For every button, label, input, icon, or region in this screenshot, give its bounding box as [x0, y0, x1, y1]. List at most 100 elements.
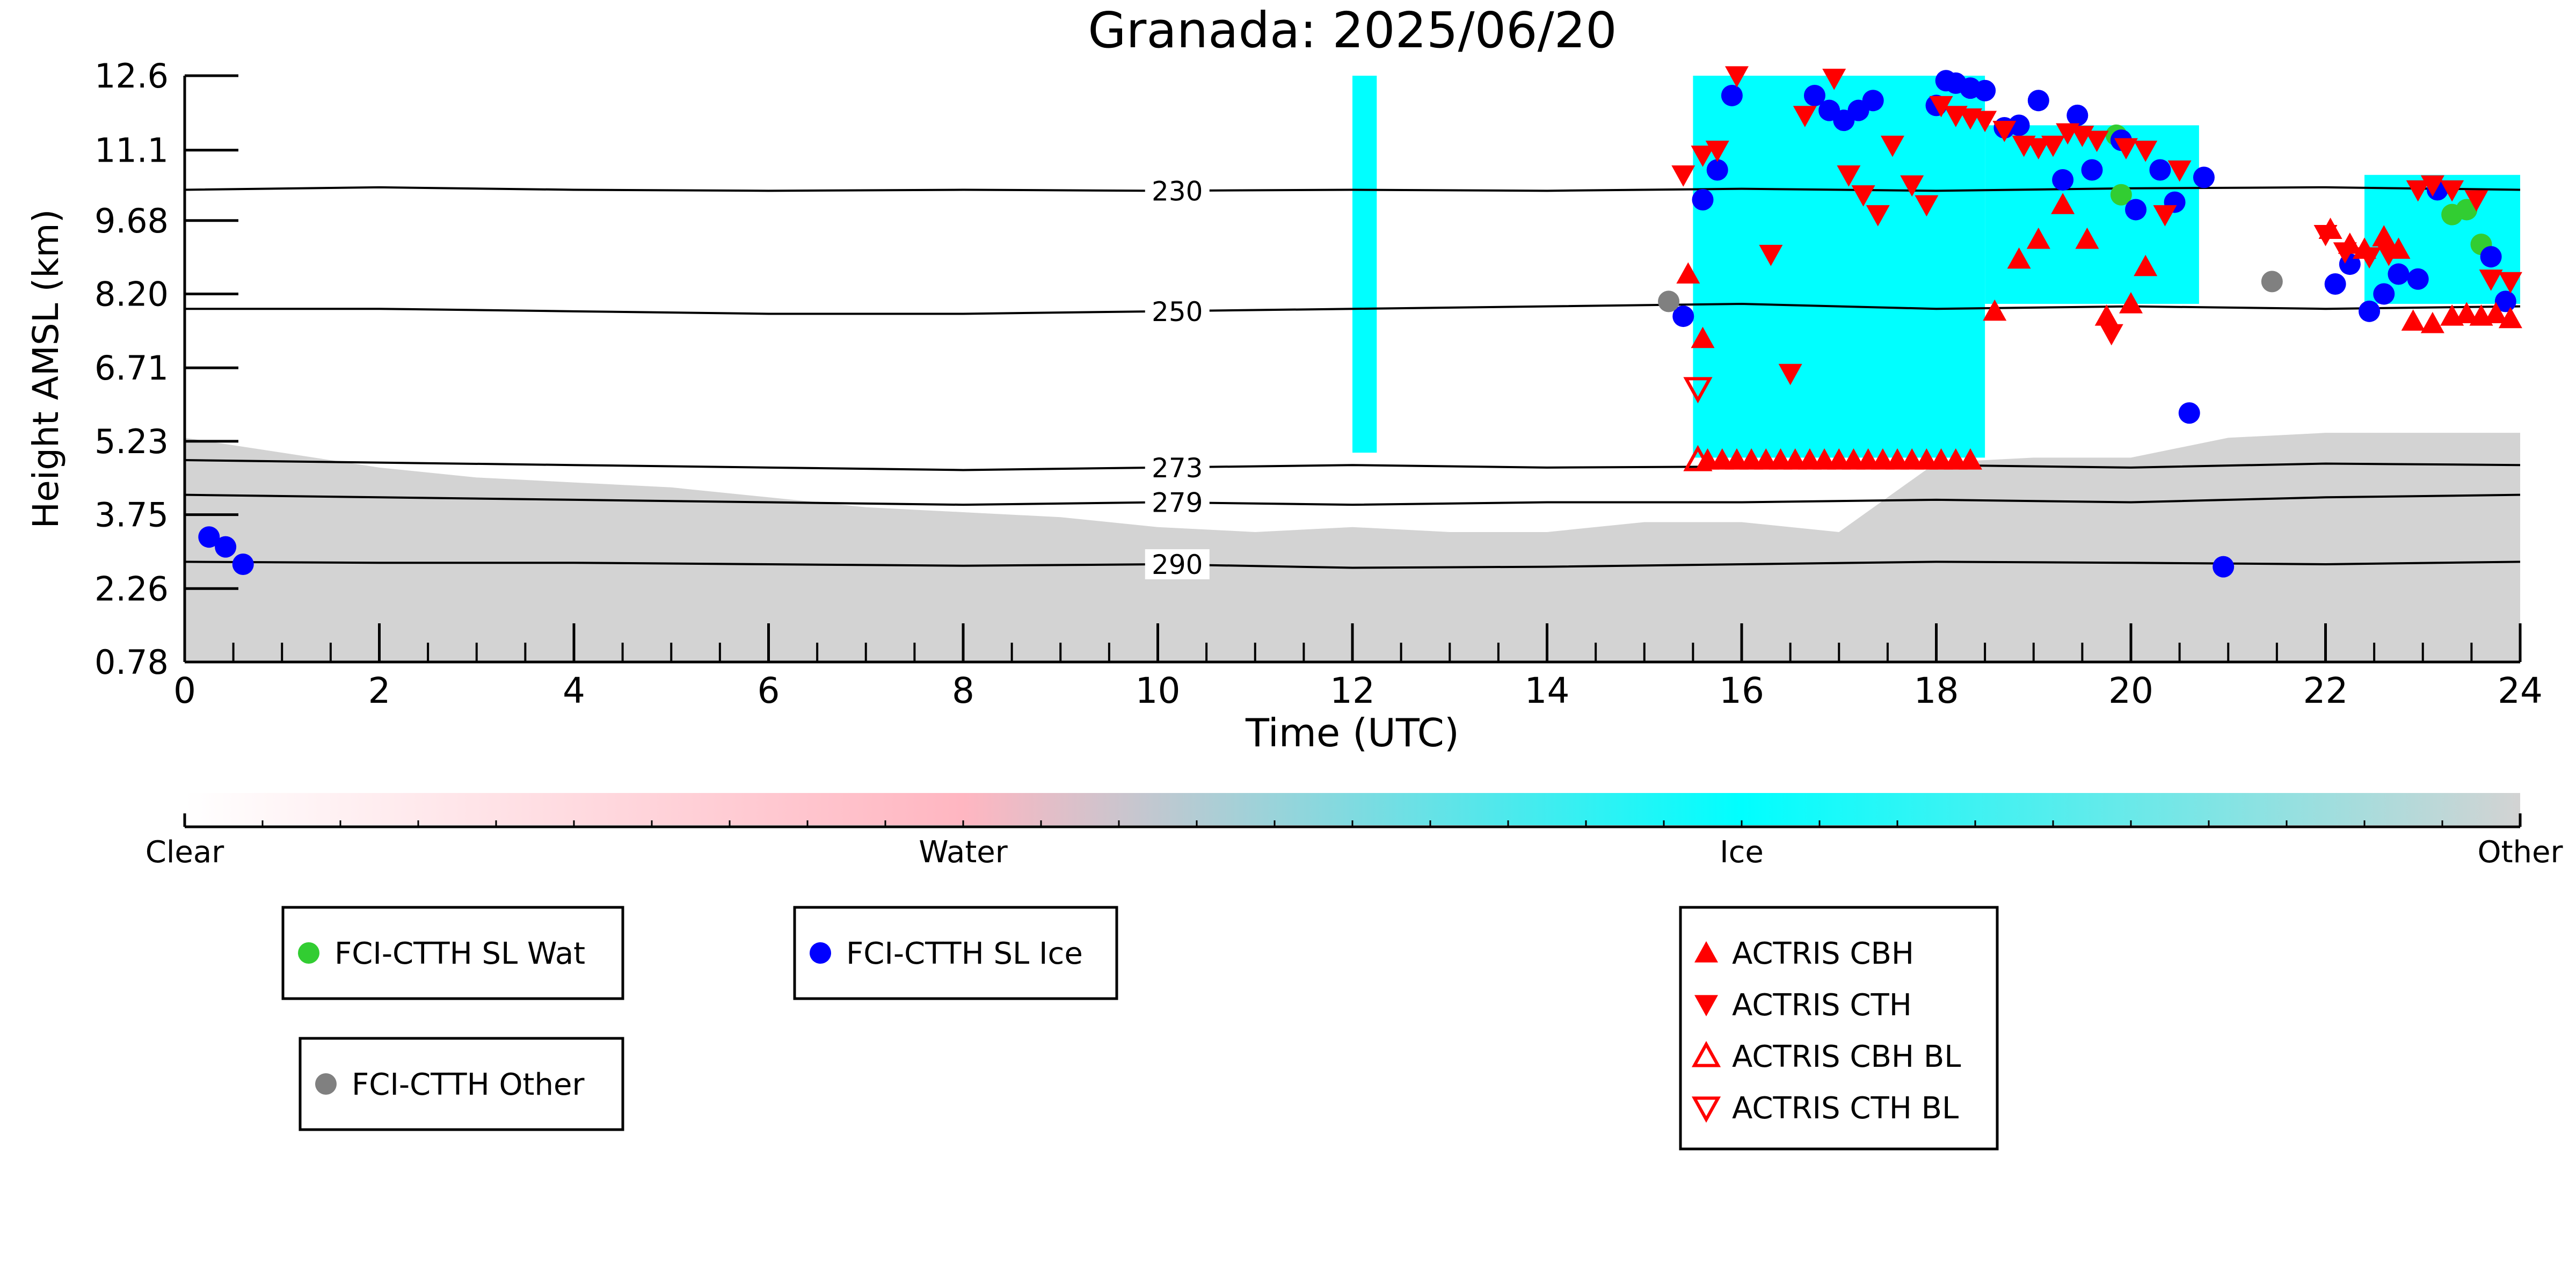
y-tick-label: 3.75 [94, 496, 169, 535]
legend-marker [1694, 941, 1718, 963]
x-tick-label: 10 [1136, 670, 1181, 711]
data-point [2008, 114, 2030, 136]
contour-line-230 [185, 186, 2520, 192]
data-point [1992, 121, 2017, 142]
data-point [1706, 159, 1728, 181]
ice-class-region [1352, 76, 1377, 453]
colorbar-gradient [185, 793, 2520, 825]
data-point [1973, 111, 1997, 133]
data-point [1822, 69, 1846, 90]
data-point [1683, 445, 1713, 471]
data-point [198, 526, 220, 548]
data-point [2407, 268, 2429, 290]
data-point [2484, 302, 2508, 324]
y-tick-label: 2.26 [94, 569, 169, 608]
data-point [2420, 311, 2444, 333]
y-tick-label: 12.6 [94, 56, 169, 96]
x-tick-label: 8 [952, 670, 974, 711]
legend-frame [299, 1037, 624, 1131]
data-point [1900, 175, 1924, 197]
contour-label: 273 [1152, 453, 1203, 484]
data-point [2134, 254, 2158, 276]
legend: FCI-CTTH SL Wat FCI-CTTH SL Ice FCI-CTTH O… [281, 906, 1999, 1151]
data-point [2480, 246, 2502, 268]
data-point [1974, 79, 1996, 101]
legend-box: FCI-CTTH SL Ice [793, 906, 1118, 1000]
data-point [2456, 199, 2478, 221]
data-point [2099, 324, 2123, 346]
class-colorbar: Clear Water Ice Other [145, 793, 2563, 870]
y-tick-label: 5.23 [94, 422, 169, 461]
legend-box: ACTRIS CBH ACTRIS CTH ACTRIS CBH BL ACTRIS … [1679, 906, 1999, 1151]
data-point [1721, 84, 1743, 106]
legend-marker [1694, 995, 1718, 1016]
contour-label-bg [1145, 176, 1210, 206]
data-point [2110, 184, 2132, 206]
legend-frame [281, 906, 624, 1000]
legend-marker [1691, 1096, 1721, 1123]
legend-marker [315, 1073, 337, 1095]
y-tick-label: 11.1 [94, 131, 169, 170]
data-point [1851, 185, 1875, 207]
y-tick-label: 9.68 [94, 201, 169, 241]
contour-line-279 [185, 493, 2520, 506]
data-point [1691, 326, 1715, 348]
data-point [2377, 244, 2401, 266]
data-point [1692, 188, 1714, 210]
legend-frame [793, 906, 1118, 1000]
data-point [2494, 290, 2516, 312]
y-tick-label: 0.78 [94, 643, 169, 682]
other-class-region [185, 433, 2520, 662]
data-point [1658, 290, 1680, 312]
data-point [1958, 448, 1982, 470]
x-tick-label: 20 [2108, 670, 2153, 711]
data-point [2134, 140, 2158, 162]
data-point [2167, 160, 2192, 182]
data-point [2498, 272, 2522, 294]
y-tick-label: 6.71 [94, 348, 169, 388]
data-point [1759, 244, 1783, 266]
data-point [2213, 556, 2235, 578]
x-tick-label: 6 [758, 670, 780, 711]
data-point [1683, 377, 1713, 404]
colorbar-label: Water [919, 835, 1008, 870]
data-point [2401, 309, 2425, 331]
data-point [1778, 363, 1802, 385]
data-point [2026, 138, 2050, 159]
x-tick-label: 0 [173, 670, 196, 711]
data-point [2464, 190, 2488, 212]
data-point [2178, 402, 2200, 424]
data-point [2007, 247, 2031, 269]
data-point [2373, 283, 2395, 305]
data-point [2440, 180, 2464, 202]
colorbar-label: Other [2477, 835, 2563, 870]
data-point [2357, 247, 2382, 269]
contour-label: 230 [1152, 176, 1203, 207]
ice-class-region [1693, 76, 1985, 458]
contour-label: 290 [1152, 549, 1203, 580]
data-point [2125, 199, 2147, 221]
data-point [1676, 262, 1700, 284]
data-point [1866, 205, 1890, 227]
data-point [2027, 90, 2049, 112]
contour-label-bg [1145, 549, 1210, 579]
data-point [2359, 300, 2381, 322]
legend-label: FCI-CTTH Other [352, 1067, 585, 1102]
y-tick-label: 8.20 [94, 274, 169, 314]
data-point [2085, 130, 2109, 152]
series-actris-cbh-bl [1683, 445, 1713, 471]
data-point [1915, 195, 1939, 217]
contour-label-bg [1145, 296, 1210, 326]
x-axis-label: Time (UTC) [1245, 710, 1459, 755]
series-actris-cth [1671, 66, 2522, 385]
axes: 0 2 4 6 8 10 12 14 16 18 20 22 240.782.263.755.236.7… [94, 56, 2543, 711]
series-fci-ctth-other [1658, 271, 2283, 312]
legend-frame [1679, 906, 1999, 1151]
colorbar-label: Clear [145, 835, 224, 870]
data-point [2498, 307, 2522, 329]
x-tick-label: 4 [563, 670, 585, 711]
legend-label: ACTRIS CTH [1732, 988, 1912, 1023]
cloud-height-markers [198, 66, 2522, 578]
data-point [1837, 165, 1861, 187]
